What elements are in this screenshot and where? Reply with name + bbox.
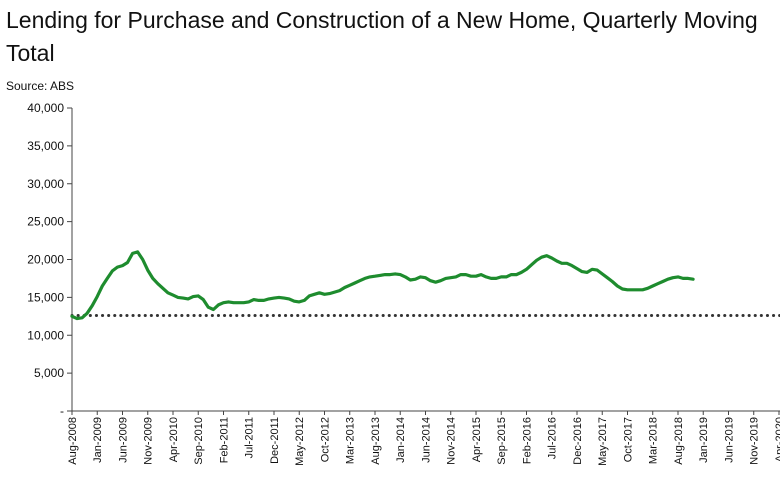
x-axis-ticks: Aug-2008 Jan-2009 Jun-2009 Nov-2009 Apr-2010… <box>67 411 780 466</box>
x-tick-label: Jan-2009 <box>92 417 104 463</box>
x-tick-label: Apr-2010 <box>168 417 180 462</box>
x-tick-label: May-2012 <box>294 417 306 466</box>
x-tick-label: Jan-2014 <box>395 417 407 463</box>
chart-source: Source: ABS <box>6 79 75 93</box>
x-tick-label: Aug-2013 <box>370 417 382 465</box>
x-tick-label: Jun-2014 <box>420 417 432 463</box>
series-line <box>70 250 695 321</box>
x-tick-label: Apr-2020 <box>774 417 780 462</box>
x-tick-label: Nov-2014 <box>446 417 458 465</box>
y-tick-label: 35,000 <box>27 139 64 153</box>
x-tick-label: Aug-2018 <box>673 417 685 465</box>
y-tick-label: 40,000 <box>27 101 64 115</box>
x-tick-label: Apr-2015 <box>471 417 483 462</box>
y-tick-label: 20,000 <box>27 253 64 267</box>
y-tick-label: 15,000 <box>27 290 64 304</box>
x-tick-label: Aug-2008 <box>67 417 79 465</box>
y-tick-label: 10,000 <box>27 328 64 342</box>
x-tick-label: Jul-2016 <box>547 417 559 459</box>
x-tick-label: Dec-2011 <box>269 417 281 464</box>
x-tick-label: Nov-2009 <box>143 417 155 465</box>
x-tick-label: Oct-2012 <box>319 417 331 462</box>
series-group <box>70 250 695 321</box>
x-tick-label: Feb-2016 <box>521 417 533 464</box>
y-tick-label: 30,000 <box>27 177 64 191</box>
y-axis-ticks: - 5,000 10,000 15,000 20,000 25,000 30,000 35,0… <box>27 101 72 418</box>
x-tick-label: Jun-2019 <box>723 417 735 463</box>
x-tick-label: Feb-2011 <box>218 417 230 463</box>
x-tick-label: Mar-2018 <box>648 417 660 464</box>
x-tick-label: Dec-2016 <box>572 417 584 465</box>
y-tick-label: 5,000 <box>34 366 64 380</box>
chart-title: Lending for Purchase and Construction of… <box>6 7 758 66</box>
y-tick-label: - <box>60 404 64 418</box>
x-tick-label: Jul-2011 <box>244 417 256 458</box>
x-tick-label: May-2017 <box>597 417 609 466</box>
x-tick-label: Oct-2017 <box>622 417 634 462</box>
x-tick-label: Mar-2013 <box>345 417 357 464</box>
x-tick-label: Sep-2010 <box>193 417 205 465</box>
x-tick-label: Nov-2019 <box>749 417 761 465</box>
y-tick-label: 25,000 <box>27 215 64 229</box>
x-tick-label: Sep-2015 <box>496 417 508 465</box>
x-tick-label: Jan-2019 <box>698 417 710 463</box>
x-tick-label: Jun-2009 <box>117 417 129 463</box>
